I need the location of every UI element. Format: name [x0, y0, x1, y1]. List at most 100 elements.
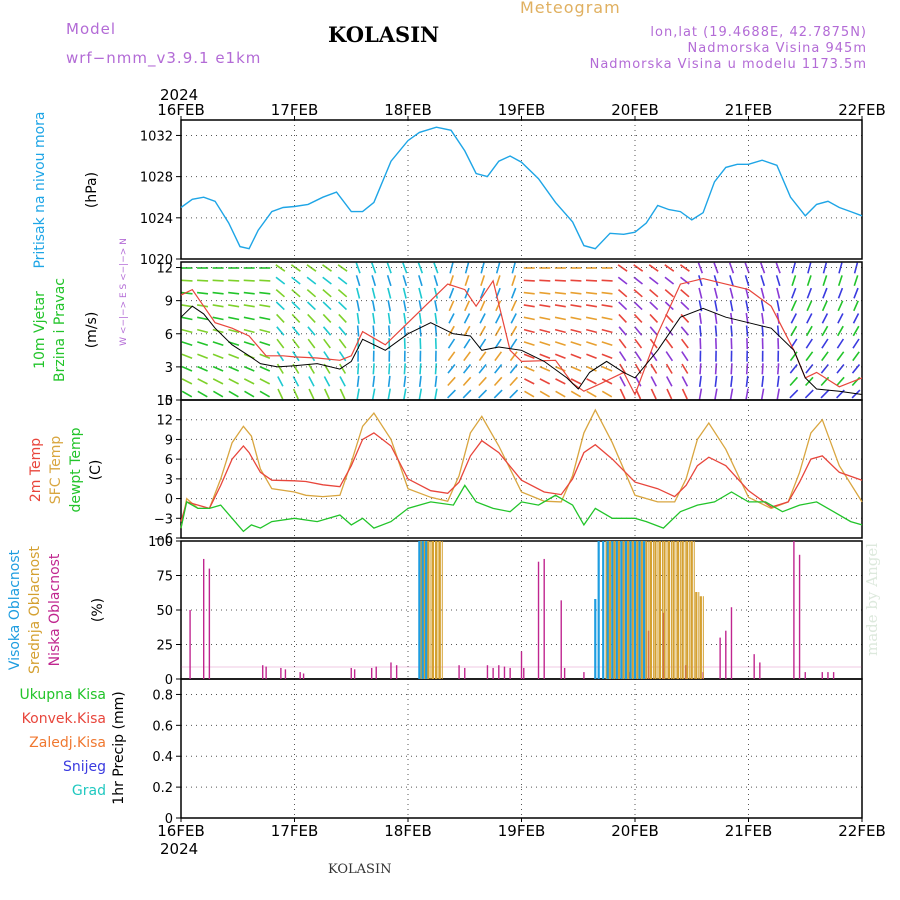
x-tick-label-bottom: 19FEB: [498, 822, 545, 840]
wind-barb: [306, 276, 317, 285]
wind-ylabel-2: Brzina i Pravac: [52, 278, 68, 382]
wind-barb: [371, 262, 377, 274]
wind-barb: [386, 275, 392, 287]
wind-barb: [323, 388, 331, 400]
wind-barb: [464, 300, 471, 312]
y-tick-label: 3: [165, 473, 173, 488]
y-tick-label: 0: [165, 394, 173, 409]
wind-barb: [634, 351, 642, 362]
wind-barb: [554, 328, 566, 334]
wind-barb: [585, 291, 598, 295]
wind-barb: [356, 300, 360, 312]
wind-barb: [698, 375, 702, 388]
wind-barb: [633, 301, 643, 311]
y-tick-label: 3: [165, 361, 173, 376]
wind-barb: [523, 341, 535, 347]
wind-barb: [356, 388, 360, 400]
x-tick-label-top: 19FEB: [498, 101, 545, 119]
wind-barb: [601, 316, 613, 321]
wind-unit-label: (m/s): [84, 312, 100, 349]
wind-barb: [292, 376, 300, 387]
wind-barb: [775, 262, 781, 274]
wind-barb: [386, 262, 392, 274]
wind-barb: [821, 325, 829, 337]
wind-barb: [837, 325, 844, 337]
wind-barb: [494, 325, 502, 337]
wind-barb: [388, 363, 391, 375]
wind-barb: [665, 351, 674, 362]
wind-barb: [555, 365, 566, 372]
wind-barb: [463, 325, 471, 337]
wind-barb: [433, 287, 439, 299]
wind-barb: [337, 264, 348, 272]
wind-barb: [648, 276, 659, 285]
y-tick-label: 25: [156, 639, 173, 654]
wind-barb: [372, 325, 375, 337]
wind-barb: [634, 376, 642, 387]
wind-barb: [539, 316, 551, 321]
wind-barb: [181, 390, 193, 398]
wind-barb: [761, 325, 764, 337]
wind-barb: [539, 291, 551, 295]
wind-barb: [698, 388, 703, 400]
wind-barb: [805, 351, 814, 362]
wind-barb: [790, 325, 798, 337]
top-year-label: 2024: [160, 86, 198, 104]
y-tick-label: 0.4: [152, 750, 173, 765]
wind-barb: [853, 275, 859, 287]
wind-barb: [822, 275, 828, 287]
wind-barb: [618, 351, 627, 362]
wind-barb: [418, 287, 423, 299]
wind-barb: [448, 325, 455, 337]
wind-barb: [478, 389, 488, 399]
wind-barb: [634, 326, 643, 336]
wind-barb: [745, 375, 749, 388]
wind-barb: [323, 338, 331, 349]
wind-barb: [212, 304, 224, 308]
wind-barb: [820, 363, 829, 374]
wind-barb: [478, 363, 487, 374]
wind-barb: [760, 388, 765, 400]
wind-barb: [212, 279, 224, 282]
wind-barb: [820, 376, 830, 387]
x-tick-label-bottom: 22FEB: [838, 822, 885, 840]
wind-barb: [618, 326, 627, 336]
wind-barb: [805, 363, 814, 374]
wind-barb: [776, 300, 781, 312]
wind-barb: [212, 378, 224, 385]
model-label: Model: [66, 20, 117, 38]
wind-barb: [821, 300, 828, 312]
wind-barb: [837, 300, 844, 312]
wind-barb: [181, 304, 193, 308]
wind-barb: [650, 363, 658, 374]
cloud-unit-label: (%): [90, 598, 106, 622]
wind-barb: [836, 363, 845, 374]
wind-barb: [197, 365, 208, 372]
wind-barb: [480, 275, 486, 287]
y-tick-label: 6: [165, 453, 173, 468]
wind-barb: [650, 388, 657, 400]
wind-barb: [853, 300, 859, 312]
wind-barb: [447, 338, 456, 349]
wind-barb: [837, 275, 843, 287]
wind-barb: [259, 390, 270, 398]
x-tick-label-bottom: 18FEB: [384, 822, 431, 840]
wind-barb: [291, 326, 301, 336]
wind-barb: [822, 287, 828, 299]
wind-barb: [418, 312, 422, 324]
wind-barb: [197, 378, 208, 385]
wind-barb: [403, 363, 406, 375]
t2m-line: [180, 432, 863, 522]
wind-barb: [729, 275, 734, 287]
wind-barb: [387, 312, 391, 324]
y-tick-label: 9: [165, 433, 173, 448]
wind-barb: [479, 287, 486, 299]
legend-conv-precip: Konvek.Kisa: [22, 711, 106, 727]
grid-pressure: [181, 120, 862, 259]
wind-barb: [388, 325, 391, 337]
wind-barb: [681, 363, 689, 374]
wind-barb: [307, 338, 316, 349]
wind-barb: [789, 363, 798, 374]
wind-barb: [744, 262, 750, 274]
wind-barb: [509, 351, 518, 362]
